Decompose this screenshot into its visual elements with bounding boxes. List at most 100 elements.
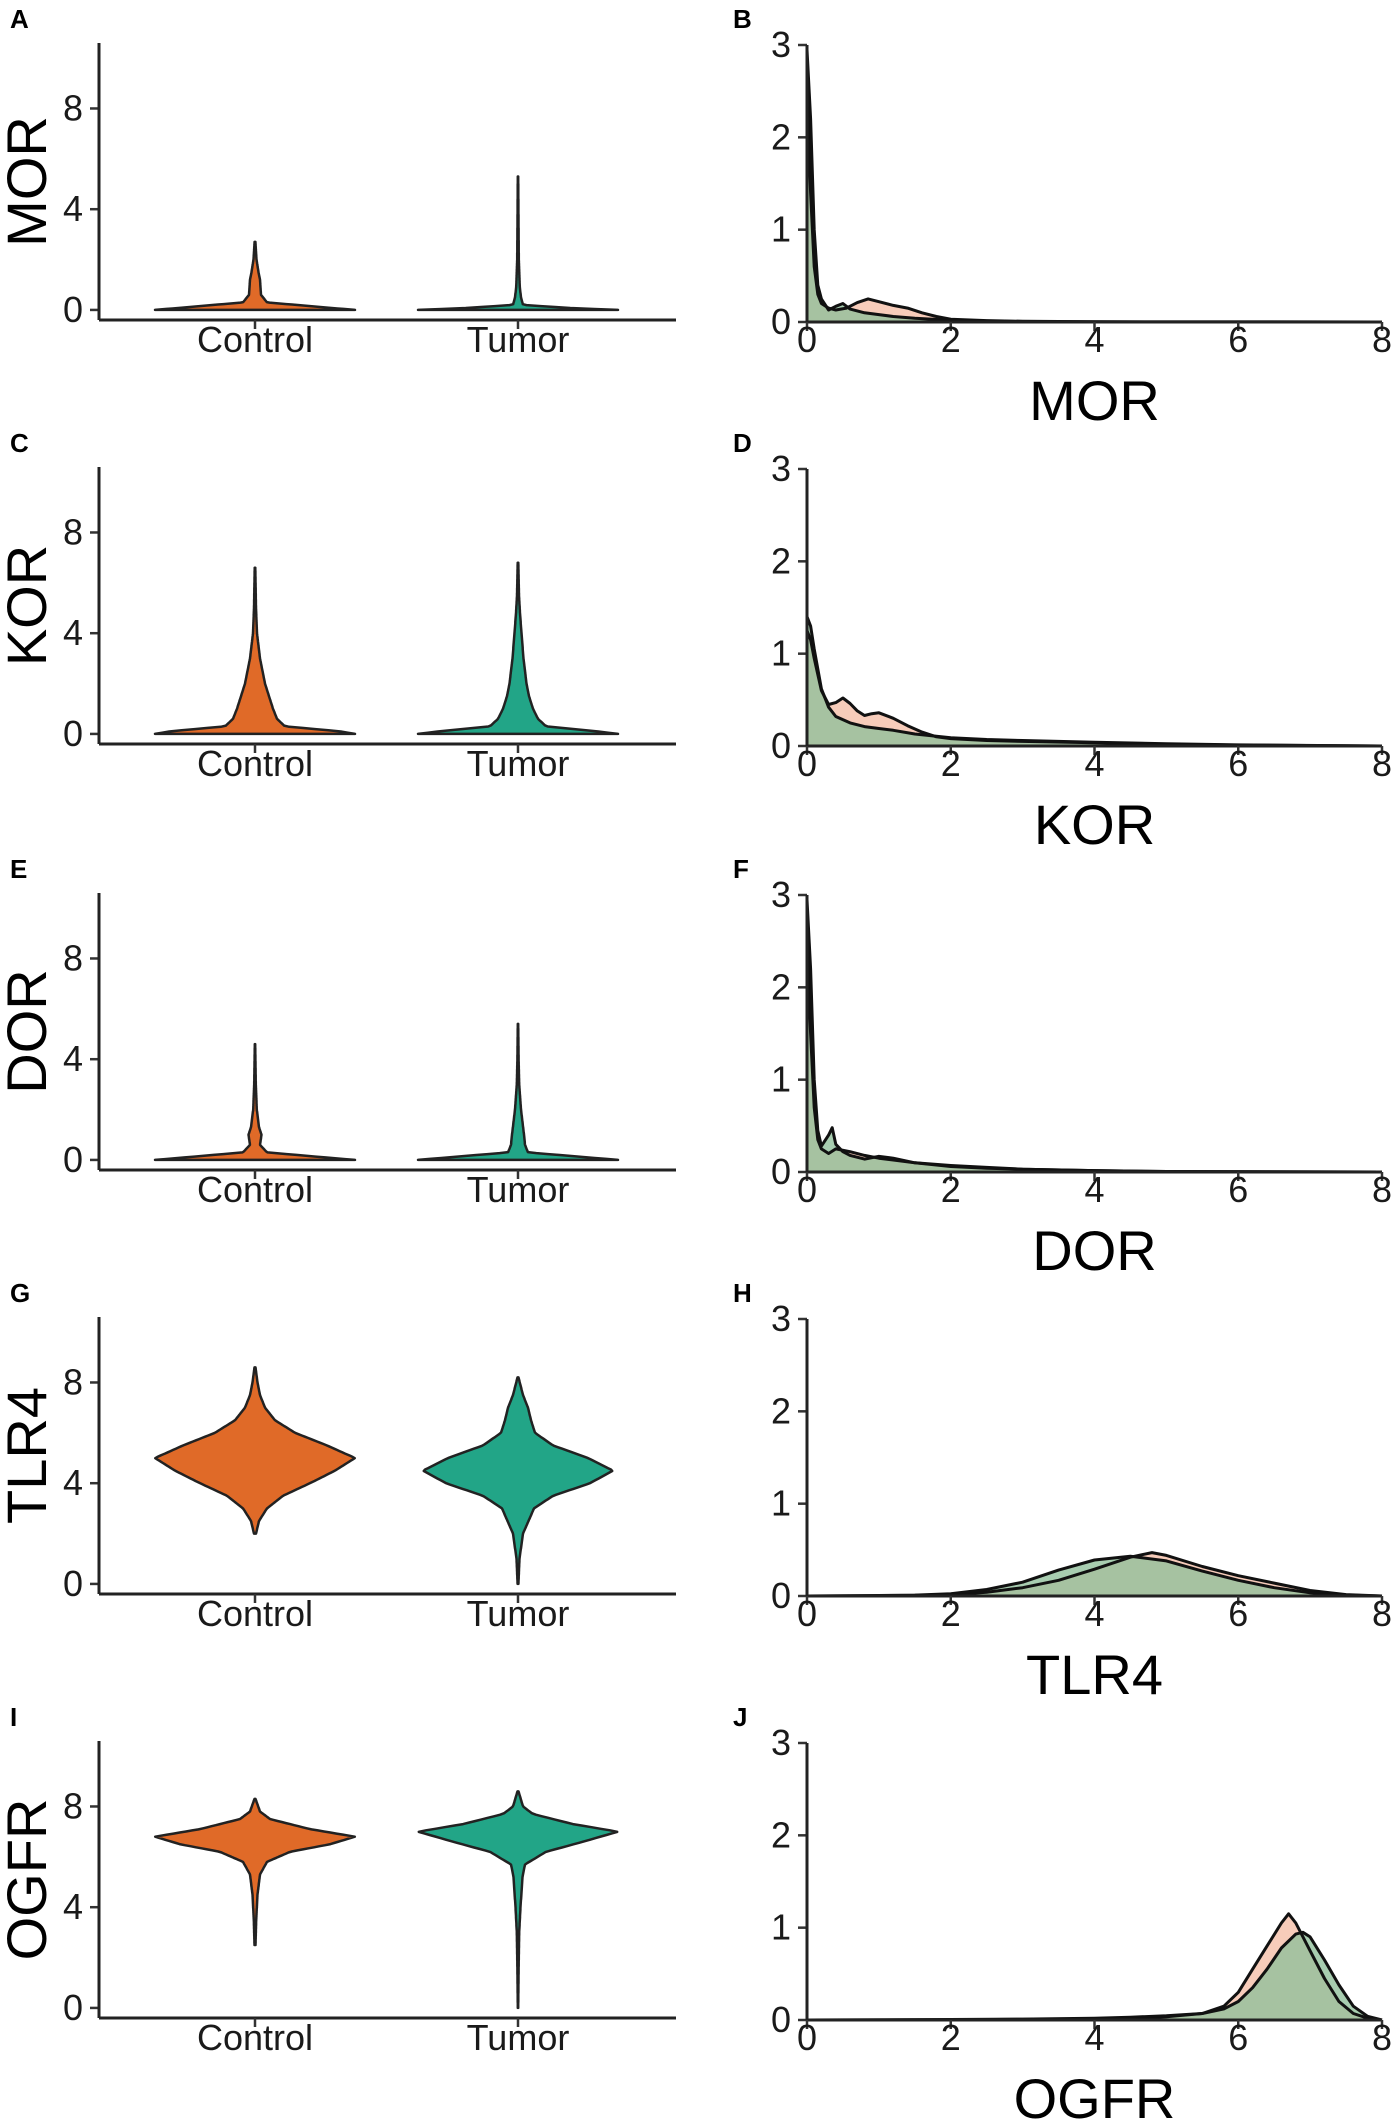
y-tick-label: 2	[771, 1814, 791, 1855]
density-line-control	[805, 941, 1383, 1174]
panel-letter: I	[10, 1702, 17, 1732]
y-tick-label: 8	[63, 511, 83, 552]
x-tick-label: 8	[1372, 1169, 1392, 1210]
panel-d: D 0 1 2 3 0 2 4 6 8 KOR	[733, 428, 1392, 856]
density-line-tumor	[806, 1554, 1383, 1598]
y-tick-label: 2	[771, 116, 791, 157]
panel-letter: D	[733, 428, 752, 458]
violin-tumor	[416, 561, 620, 736]
y-tick-label: 0	[771, 301, 791, 342]
density-area-control	[807, 91, 1382, 322]
x-tick-label: 2	[941, 319, 961, 360]
violin-control	[154, 1366, 356, 1535]
density-area-tumor	[807, 1556, 1382, 1596]
violin-tumor	[422, 1376, 614, 1586]
x-tick-label: 6	[1228, 319, 1248, 360]
y-tick-label: 0	[63, 1139, 83, 1180]
density-line-tumor	[805, 49, 1383, 324]
violin-control	[153, 1797, 357, 1947]
y-tick-label: 0	[63, 1987, 83, 2028]
x-axis-title: MOR	[1029, 369, 1160, 432]
y-tick-label: 4	[63, 612, 83, 653]
density-line-tumor	[806, 1930, 1383, 2022]
x-tick-label: Tumor	[467, 1169, 570, 1210]
x-tick-label: 0	[797, 1593, 817, 1634]
x-tick-label: 8	[1372, 1593, 1392, 1634]
y-tick-label: 8	[63, 87, 83, 128]
x-tick-label: 2	[941, 743, 961, 784]
y-tick-label: 0	[63, 713, 83, 754]
y-tick-label: 1	[771, 1483, 791, 1524]
x-tick-label: 0	[797, 1169, 817, 1210]
x-tick-label: Control	[197, 2017, 313, 2058]
y-tick-label: 3	[771, 874, 791, 915]
x-tick-label: Control	[197, 319, 313, 360]
y-tick-label: 2	[771, 540, 791, 581]
panel-letter: J	[733, 1702, 747, 1732]
y-tick-label: 3	[771, 1722, 791, 1763]
violin-control	[153, 566, 357, 736]
y-axis-title: MOR	[0, 116, 58, 247]
x-tick-label: Tumor	[467, 2017, 570, 2058]
y-axis-title: KOR	[0, 545, 58, 666]
y-tick-label: 8	[63, 1361, 83, 1402]
x-tick-label: 8	[1372, 2017, 1392, 2058]
y-tick-label: 3	[771, 448, 791, 489]
x-tick-label: 0	[797, 743, 817, 784]
x-axis-title: TLR4	[1026, 1643, 1163, 1706]
panel-letter: B	[733, 4, 752, 34]
y-axis-title: DOR	[0, 969, 58, 1093]
density-area-tumor	[807, 1932, 1382, 2020]
density-area-control	[807, 630, 1382, 746]
y-tick-label: 0	[771, 725, 791, 766]
y-tick-label: 1	[771, 633, 791, 674]
y-tick-label: 4	[63, 1038, 83, 1079]
violin-control	[153, 240, 357, 312]
x-tick-label: 8	[1372, 743, 1392, 784]
panel-letter: A	[10, 4, 29, 34]
x-tick-label: Control	[197, 743, 313, 784]
x-tick-label: 6	[1228, 743, 1248, 784]
panel-letter: G	[10, 1278, 30, 1308]
y-tick-label: 0	[63, 289, 83, 330]
panel-letter: H	[733, 1278, 752, 1308]
y-tick-label: 2	[771, 966, 791, 1007]
x-tick-label: Tumor	[467, 319, 570, 360]
x-tick-label: 4	[1084, 2017, 1104, 2058]
violin-tumor	[417, 1790, 619, 2010]
y-tick-label: 8	[63, 937, 83, 978]
panel-letter: C	[10, 428, 29, 458]
x-tick-label: 8	[1372, 319, 1392, 360]
x-axis-title: KOR	[1034, 793, 1155, 856]
y-tick-label: 0	[63, 1563, 83, 1604]
y-tick-label: 4	[63, 1886, 83, 1927]
y-tick-label: 1	[771, 1907, 791, 1948]
y-tick-label: 2	[771, 1390, 791, 1431]
x-tick-label: Control	[197, 1593, 313, 1634]
x-tick-label: Tumor	[467, 743, 570, 784]
x-tick-label: 4	[1084, 743, 1104, 784]
x-axis-title: DOR	[1032, 1219, 1156, 1282]
density-area-control	[807, 941, 1382, 1172]
y-tick-label: 1	[771, 1059, 791, 1100]
panel-f: F 0 1 2 3 0 2 4 6 8 DOR	[733, 854, 1392, 1282]
x-tick-label: 0	[797, 319, 817, 360]
panel-j: J 0 1 2 3 0 2 4 6 8 OGFR	[733, 1702, 1392, 2124]
y-tick-label: 3	[771, 1298, 791, 1339]
x-tick-label: 2	[941, 1593, 961, 1634]
y-tick-label: 4	[63, 1462, 83, 1503]
y-axis-title: OGFR	[0, 1799, 58, 1961]
violin-tumor	[416, 1022, 620, 1162]
violin-tumor	[416, 175, 620, 312]
x-axis-title: OGFR	[1014, 2067, 1176, 2124]
density-area-tumor	[807, 49, 1382, 322]
x-tick-label: 4	[1084, 1593, 1104, 1634]
x-tick-label: 4	[1084, 1169, 1104, 1210]
y-tick-label: 1	[771, 209, 791, 250]
density-area-tumor	[807, 899, 1382, 1172]
x-tick-label: 6	[1228, 2017, 1248, 2058]
